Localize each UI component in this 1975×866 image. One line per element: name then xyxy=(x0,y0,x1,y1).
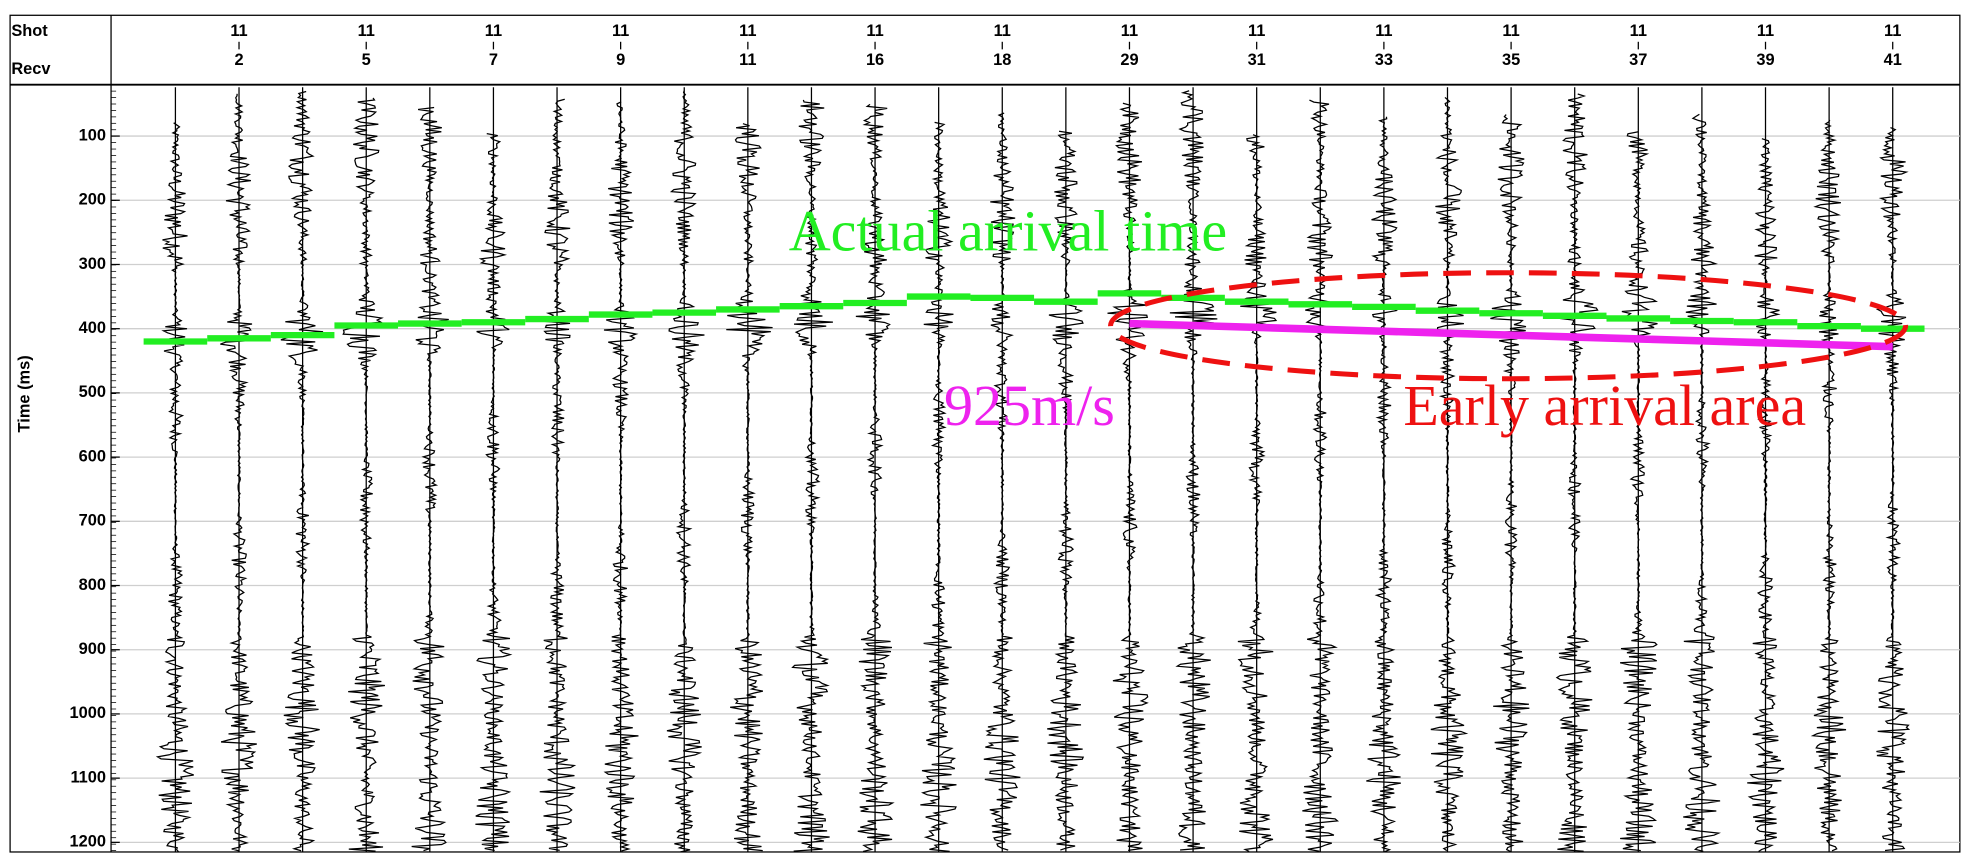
recv-label: 5 xyxy=(362,51,371,69)
annotation: 925m/s xyxy=(944,373,1115,438)
recv-label: 18 xyxy=(993,51,1011,69)
shot-label: 11 xyxy=(1502,22,1519,40)
trace xyxy=(1875,127,1911,852)
highlight-ellipse xyxy=(1108,270,1909,382)
trace xyxy=(855,103,895,853)
recv-label: 29 xyxy=(1120,51,1138,69)
shot-label: 11 xyxy=(1630,22,1647,40)
y-tick-label: 800 xyxy=(79,576,106,594)
overlays xyxy=(143,290,1925,351)
trace xyxy=(1683,113,1721,852)
recv-label: 9 xyxy=(616,51,625,69)
recv-label: 37 xyxy=(1629,51,1647,69)
trace xyxy=(539,98,577,851)
trace xyxy=(1747,138,1785,853)
recv-label: 39 xyxy=(1756,51,1774,69)
traces xyxy=(155,87,1911,853)
annotation: Actual arrival time xyxy=(789,199,1227,264)
recv-label: 35 xyxy=(1502,51,1520,69)
y-tick-label: 100 xyxy=(79,126,106,144)
trace xyxy=(342,97,385,852)
shot-label: 11 xyxy=(866,22,883,40)
trace xyxy=(1810,119,1847,852)
trace xyxy=(1237,134,1278,853)
shot-label: 11 xyxy=(1375,22,1392,40)
shot-label: 11 xyxy=(612,22,629,40)
recv-label: 2 xyxy=(234,51,243,69)
y-tick-label: 1100 xyxy=(70,768,106,786)
trace xyxy=(1619,131,1661,852)
trace xyxy=(475,133,513,852)
recv-label: 7 xyxy=(489,51,498,69)
trace xyxy=(603,101,639,852)
velocity-line xyxy=(1129,319,1893,351)
trace xyxy=(1490,114,1530,853)
shot-label: 11 xyxy=(1248,22,1265,40)
trace xyxy=(280,90,324,852)
recv-label: 41 xyxy=(1884,51,1902,69)
trace xyxy=(920,121,957,852)
recv-label: 16 xyxy=(866,51,884,69)
shot-label: 11 xyxy=(739,22,756,40)
frame xyxy=(9,14,1961,853)
shot-label: 11 xyxy=(230,22,247,40)
y-axis-label: Time (ms) xyxy=(16,355,34,432)
trace xyxy=(1555,93,1599,852)
y-tick-label: 1200 xyxy=(70,833,106,851)
recv-label: 11 xyxy=(739,51,756,69)
trace xyxy=(1107,102,1149,851)
y-tick-label: 1000 xyxy=(70,704,106,722)
trace xyxy=(411,106,449,852)
trace xyxy=(1430,96,1469,852)
shot-label: 11 xyxy=(358,22,375,40)
trace xyxy=(220,93,257,852)
annotation: Early arrival area xyxy=(1403,373,1806,438)
trace xyxy=(1366,116,1402,853)
shot-label: 11 xyxy=(485,22,502,40)
header-label: Recv xyxy=(11,60,51,78)
recv-label: 31 xyxy=(1248,51,1266,69)
recv-label: 33 xyxy=(1375,51,1393,69)
y-tick-label: 500 xyxy=(79,383,106,401)
trace xyxy=(791,99,833,852)
trace xyxy=(1047,130,1085,851)
trace xyxy=(155,122,194,853)
shot-label: 11 xyxy=(1121,22,1138,40)
shot-label: 11 xyxy=(1884,22,1901,40)
trace xyxy=(983,112,1021,851)
trace xyxy=(726,123,773,852)
y-tick-label: 700 xyxy=(79,512,106,530)
y-tick-label: 600 xyxy=(79,447,106,465)
y-tick-label: 300 xyxy=(79,255,106,273)
shot-label: 11 xyxy=(994,22,1011,40)
trace xyxy=(666,90,705,853)
y-tick-label: 400 xyxy=(79,319,106,337)
trace xyxy=(1169,90,1218,851)
y-tick-label: 900 xyxy=(79,640,106,658)
shot-label: 11 xyxy=(1757,22,1774,40)
y-tick-label: 200 xyxy=(79,191,106,209)
trace xyxy=(1302,99,1340,852)
header-label: Shot xyxy=(11,22,48,40)
